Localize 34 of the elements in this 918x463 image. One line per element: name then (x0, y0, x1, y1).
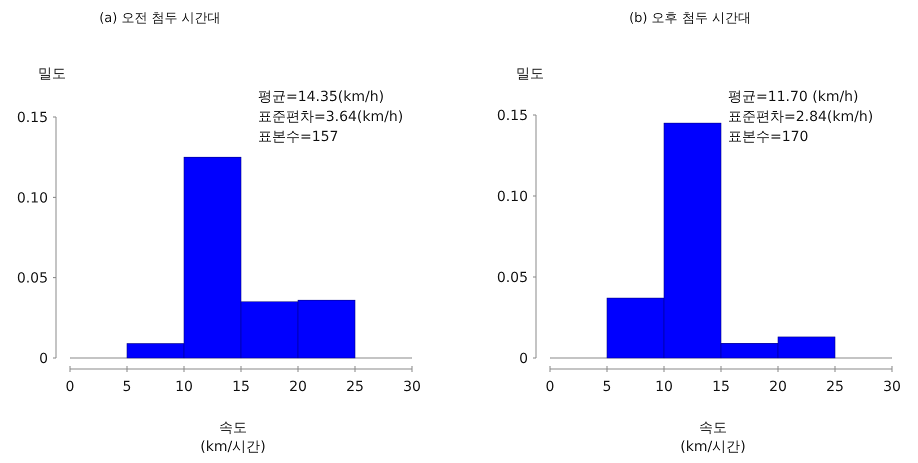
x-tick-label: 5 (602, 379, 612, 395)
y-tick-label: 0.15 (16, 110, 48, 126)
y-tick-label: 0.10 (496, 189, 528, 205)
x-tick-label: 0 (546, 379, 554, 395)
y-axis-title: 밀도 (38, 66, 66, 82)
x-axis-title: 속도 (km/시간) (680, 420, 746, 455)
x-tick-label: 15 (712, 379, 730, 395)
text: 평균=11.70 (km/h) (728, 89, 859, 105)
x-tick-label: 30 (883, 379, 901, 395)
annotation: 표본수=170 (728, 129, 808, 145)
annotation: 표본수=157 (258, 129, 338, 145)
x-tick-label: 20 (289, 379, 307, 395)
x-tick-label: 25 (826, 379, 844, 395)
x-tick-label: 15 (232, 379, 250, 395)
x-tick-label: 10 (175, 379, 193, 395)
x-axis-title: 속도 (km/시간) (200, 420, 266, 455)
x-tick-label: 5 (122, 379, 132, 395)
chart-title: (a) 오전 첨두 시간대 (99, 11, 221, 26)
y-tick-label: 0.05 (496, 270, 528, 286)
y-axis-title: 밀도 (516, 66, 544, 82)
y-tick-label: 0.15 (496, 108, 528, 124)
x-tick-label: 30 (403, 379, 421, 395)
x-tick-label: 20 (769, 379, 787, 395)
annotation: 표준편차=2.84(km/h) (728, 109, 874, 125)
x-tick-label: 10 (655, 379, 673, 395)
x-tick-label: 25 (346, 379, 364, 395)
y-tick-label: 0.05 (16, 270, 48, 287)
text: 평균=14.35(km/h) (258, 89, 384, 105)
annotation: 표준편차=3.64(km/h) (258, 109, 404, 125)
x-tick-label: 0 (66, 379, 74, 395)
y-tick-label: 0.10 (16, 190, 48, 206)
chart-title: (b) 오후 첨두 시간대 (629, 11, 751, 26)
y-tick-label: 0 (39, 351, 48, 367)
y-tick-label: 0 (519, 351, 528, 367)
